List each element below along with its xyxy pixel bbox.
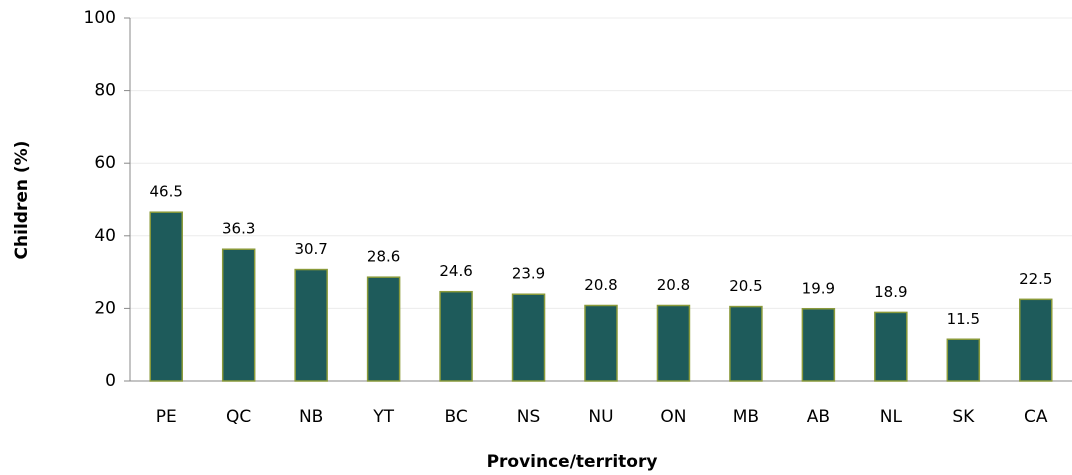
bar [294, 268, 328, 382]
x-tick-label: NL [880, 407, 903, 427]
value-label: 28.6 [367, 248, 400, 266]
value-label: 23.9 [512, 265, 545, 283]
x-tick-label: BC [444, 407, 467, 427]
bar [874, 311, 908, 382]
bar [656, 304, 691, 382]
x-tick-label: NB [299, 407, 323, 427]
x-tick-label: QC [226, 407, 251, 427]
value-label: 20.8 [584, 276, 617, 294]
x-tick-label: YT [372, 407, 394, 427]
x-tick-label: CA [1024, 407, 1048, 427]
y-tick-label: 60 [94, 153, 116, 173]
x-tick-label: AB [807, 407, 830, 427]
value-label: 18.9 [874, 283, 907, 301]
y-tick-label: 0 [105, 371, 116, 391]
value-label: 11.5 [947, 310, 980, 328]
x-axis-label: Province/territory [487, 452, 658, 472]
bar [801, 308, 836, 382]
y-tick-label: 100 [84, 8, 116, 28]
value-label: 20.8 [657, 276, 690, 294]
y-axis-label: Children (%) [12, 141, 32, 260]
bar [439, 290, 473, 382]
x-tick-label: PE [156, 407, 177, 427]
bar [1019, 298, 1053, 382]
y-tick-label: 40 [94, 226, 116, 246]
bar [946, 338, 981, 382]
bar [366, 276, 401, 382]
x-tick-label: NU [588, 407, 613, 427]
bar [511, 293, 546, 382]
x-tick-label: SK [952, 407, 975, 427]
value-label: 19.9 [802, 279, 835, 297]
value-label: 30.7 [294, 240, 327, 258]
y-tick-label: 80 [94, 81, 116, 101]
value-label: 20.5 [729, 277, 762, 295]
value-label: 24.6 [439, 262, 472, 280]
x-tick-label: NS [517, 407, 541, 427]
value-label: 36.3 [222, 220, 255, 238]
x-tick-label: MB [733, 407, 759, 427]
value-label: 22.5 [1019, 270, 1052, 288]
y-tick-label: 20 [94, 298, 116, 318]
x-tick-label: ON [660, 407, 686, 427]
bar [221, 248, 256, 382]
bar [584, 304, 618, 382]
bar [729, 305, 763, 382]
value-label: 46.5 [150, 183, 183, 201]
bar [149, 211, 183, 382]
